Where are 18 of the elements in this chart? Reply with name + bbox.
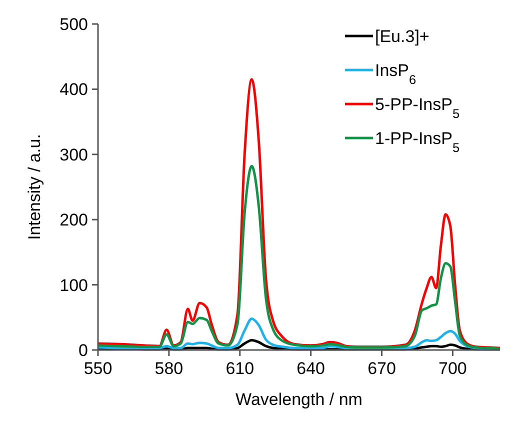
legend-label: 1-PP-InsP$_{5}$ [375,128,460,154]
x-tick-label: 670 [368,359,396,378]
legend-label: 5-PP-InsP$_{5}$ [375,94,460,120]
x-tick-label: 610 [226,359,254,378]
y-tick-label: 100 [60,276,88,295]
y-tick-label: 400 [60,80,88,100]
x-tick-label: 580 [154,359,184,378]
legend-label: InsP$_{6}$ [375,60,416,86]
y-tick-label: 0 [78,340,88,360]
y-axis-title: Intensity / a.u. [25,134,44,240]
x-tick-label: 550 [84,359,112,378]
x-axis-title: Wavelength / nm [236,390,362,409]
x-tick-label: 700 [438,359,467,378]
x-tick-label: 640 [296,359,326,378]
y-tick-label: 500 [60,14,88,34]
legend-label: [Eu.3]+ [375,26,430,46]
y-tick-label: 300 [60,145,88,164]
y-tick-label: 200 [60,210,88,230]
